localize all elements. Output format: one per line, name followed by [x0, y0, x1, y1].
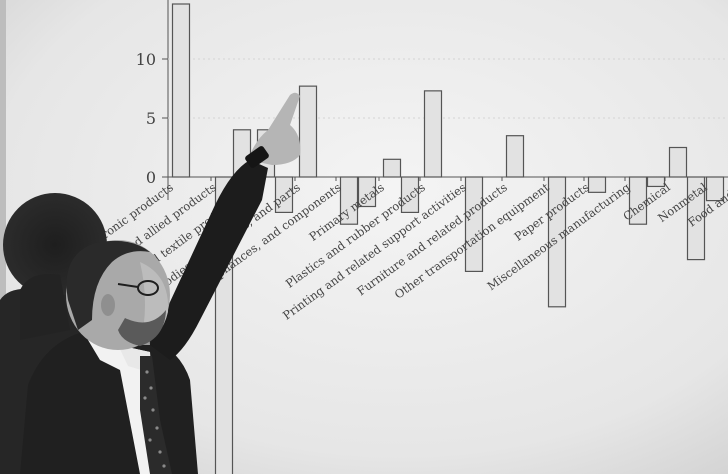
bar: [547, 176, 567, 308]
presenter-arm: [150, 160, 268, 360]
y-tick-label: 0: [146, 168, 156, 187]
y-tick-labels: 10 5 0: [136, 50, 168, 187]
bar: [646, 176, 666, 188]
bar: [339, 176, 359, 225]
bar: [628, 176, 648, 225]
screen-left-edge: [0, 0, 6, 474]
bar: [505, 135, 525, 178]
bar: [171, 3, 191, 178]
presenter: [20, 92, 301, 474]
presenter-hair: [66, 240, 150, 330]
bar: [382, 158, 402, 178]
bar: [298, 85, 318, 178]
bar: [705, 176, 725, 202]
y-tick-label: 10: [136, 50, 156, 69]
bar: [400, 176, 420, 214]
bar: [587, 176, 607, 193]
wrist-watch: [245, 146, 269, 168]
bar: [423, 90, 443, 178]
y-tick-label: 5: [146, 109, 156, 128]
bar: [668, 146, 688, 178]
bar: [274, 176, 294, 214]
bar: [464, 176, 484, 273]
bar: [357, 176, 377, 208]
presenter-glasses: [117, 280, 159, 296]
presenter-tie: [140, 356, 172, 474]
bar: [686, 176, 706, 261]
